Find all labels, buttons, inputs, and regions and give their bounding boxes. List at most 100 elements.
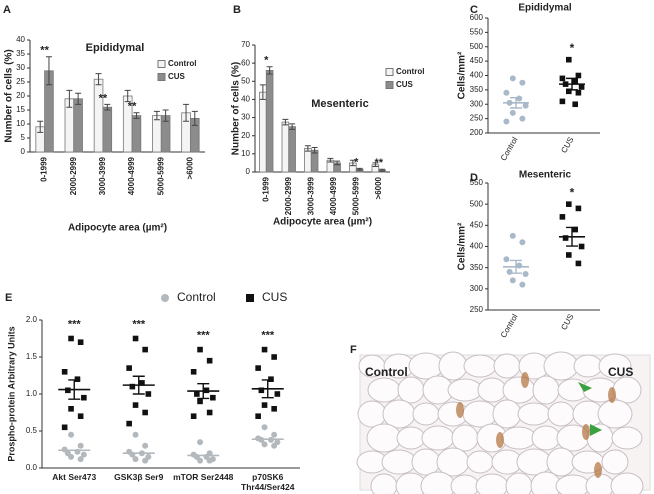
data-point [562, 235, 569, 241]
cell [438, 351, 468, 381]
data-point [139, 380, 145, 386]
legend-swatch [385, 81, 394, 89]
y-tick-label: 30 [16, 63, 25, 72]
y-tick-label: 15 [16, 105, 25, 114]
y-tick-label: 0.0 [26, 463, 38, 472]
cell [610, 472, 644, 494]
data-point [271, 442, 278, 449]
legend-marker [246, 294, 254, 302]
cell [397, 376, 425, 404]
y-tick-label: 20 [241, 131, 250, 140]
y-tick-label: 600 [470, 13, 484, 22]
annotation: *** [132, 318, 146, 330]
data-point [126, 420, 132, 427]
x-tick-label: 0-1999 [261, 176, 270, 201]
y-tick-label: 2.0 [26, 315, 38, 324]
data-point [522, 271, 529, 278]
legend-swatch [385, 68, 394, 76]
cell [370, 473, 398, 494]
x-tick-label: 2000-2999 [284, 176, 293, 215]
legend-swatch [157, 73, 166, 81]
data-point [206, 409, 213, 416]
panel-letter: E [5, 292, 12, 304]
bar [288, 126, 296, 173]
panel-letter: A [3, 4, 11, 16]
cell [598, 353, 632, 379]
data-point [509, 277, 516, 284]
cell [396, 426, 426, 450]
data-point [145, 391, 152, 397]
data-point [142, 409, 148, 416]
sem-bar [132, 375, 145, 395]
legend-label: Control [177, 290, 216, 304]
panel-letter: B [233, 4, 241, 16]
data-point [77, 442, 84, 449]
data-point [68, 335, 74, 342]
x-tick-label: 0-1999 [40, 156, 49, 181]
image-label: CUS [608, 365, 633, 379]
annotation: * [570, 41, 575, 55]
data-point [197, 457, 204, 464]
stain [608, 387, 616, 403]
x-tick-label-box: GSK3β Ser9 [114, 472, 164, 482]
y-tick-label: 60 [241, 58, 250, 67]
error-bar [304, 145, 311, 152]
error-bar [104, 103, 111, 111]
error-bar [311, 147, 318, 154]
cell [573, 354, 603, 378]
x-tick-label: >6000 [186, 156, 195, 179]
x-tick-label: Control [499, 312, 520, 339]
data-point [268, 376, 274, 382]
data-point [61, 369, 68, 375]
y-tick-label: 30 [241, 113, 250, 122]
y-tick-label: 40 [16, 35, 25, 44]
legend-swatch [157, 60, 166, 68]
data-point [261, 346, 268, 353]
data-point [197, 398, 203, 405]
x-axis-label: Adipocyte area (µm²) [273, 217, 372, 228]
y-tick-label: 200 [470, 128, 484, 137]
data-point [132, 456, 139, 463]
data-point [519, 79, 526, 86]
cell [475, 473, 509, 494]
data-point [258, 387, 265, 394]
x-tick-label: 3000-3999 [98, 156, 107, 195]
cell [382, 399, 416, 429]
data-point [566, 201, 572, 207]
data-point [255, 365, 261, 371]
bar [93, 78, 104, 153]
chart-title: Epididymal [518, 3, 572, 14]
y-axis-label: Number of cells (%) [231, 62, 242, 155]
x-tick-label: 4000-4999 [127, 156, 136, 195]
data-point [519, 115, 526, 122]
data-point [68, 431, 75, 438]
error-bar [153, 110, 160, 121]
y-tick-label: 5 [21, 133, 26, 142]
y-tick-label: 550 [470, 178, 484, 187]
error-bar [45, 56, 52, 86]
chart-title: Mesenteric [519, 170, 572, 181]
cell [493, 353, 521, 379]
y-tick-label: 0 [21, 147, 26, 156]
data-point [190, 369, 197, 375]
cell [611, 426, 643, 450]
cell [477, 377, 507, 403]
bar [102, 106, 113, 153]
data-point [572, 78, 578, 85]
data-point [261, 441, 268, 448]
error-bar [66, 89, 73, 108]
cell [532, 375, 560, 405]
data-point [559, 75, 566, 82]
cell [412, 402, 440, 426]
cell [612, 376, 642, 404]
data-point [519, 239, 526, 246]
annotation: *** [197, 330, 211, 342]
sem-bar [510, 96, 522, 109]
panel-letter: F [350, 344, 357, 356]
annotation: ** [99, 92, 108, 104]
error-bar [266, 66, 273, 75]
chart-title: Mesenteric [311, 98, 368, 110]
x-tick-label: GSK3β Ser9 [114, 472, 164, 482]
cell [381, 449, 417, 475]
y-tick-label: 25 [16, 77, 25, 86]
